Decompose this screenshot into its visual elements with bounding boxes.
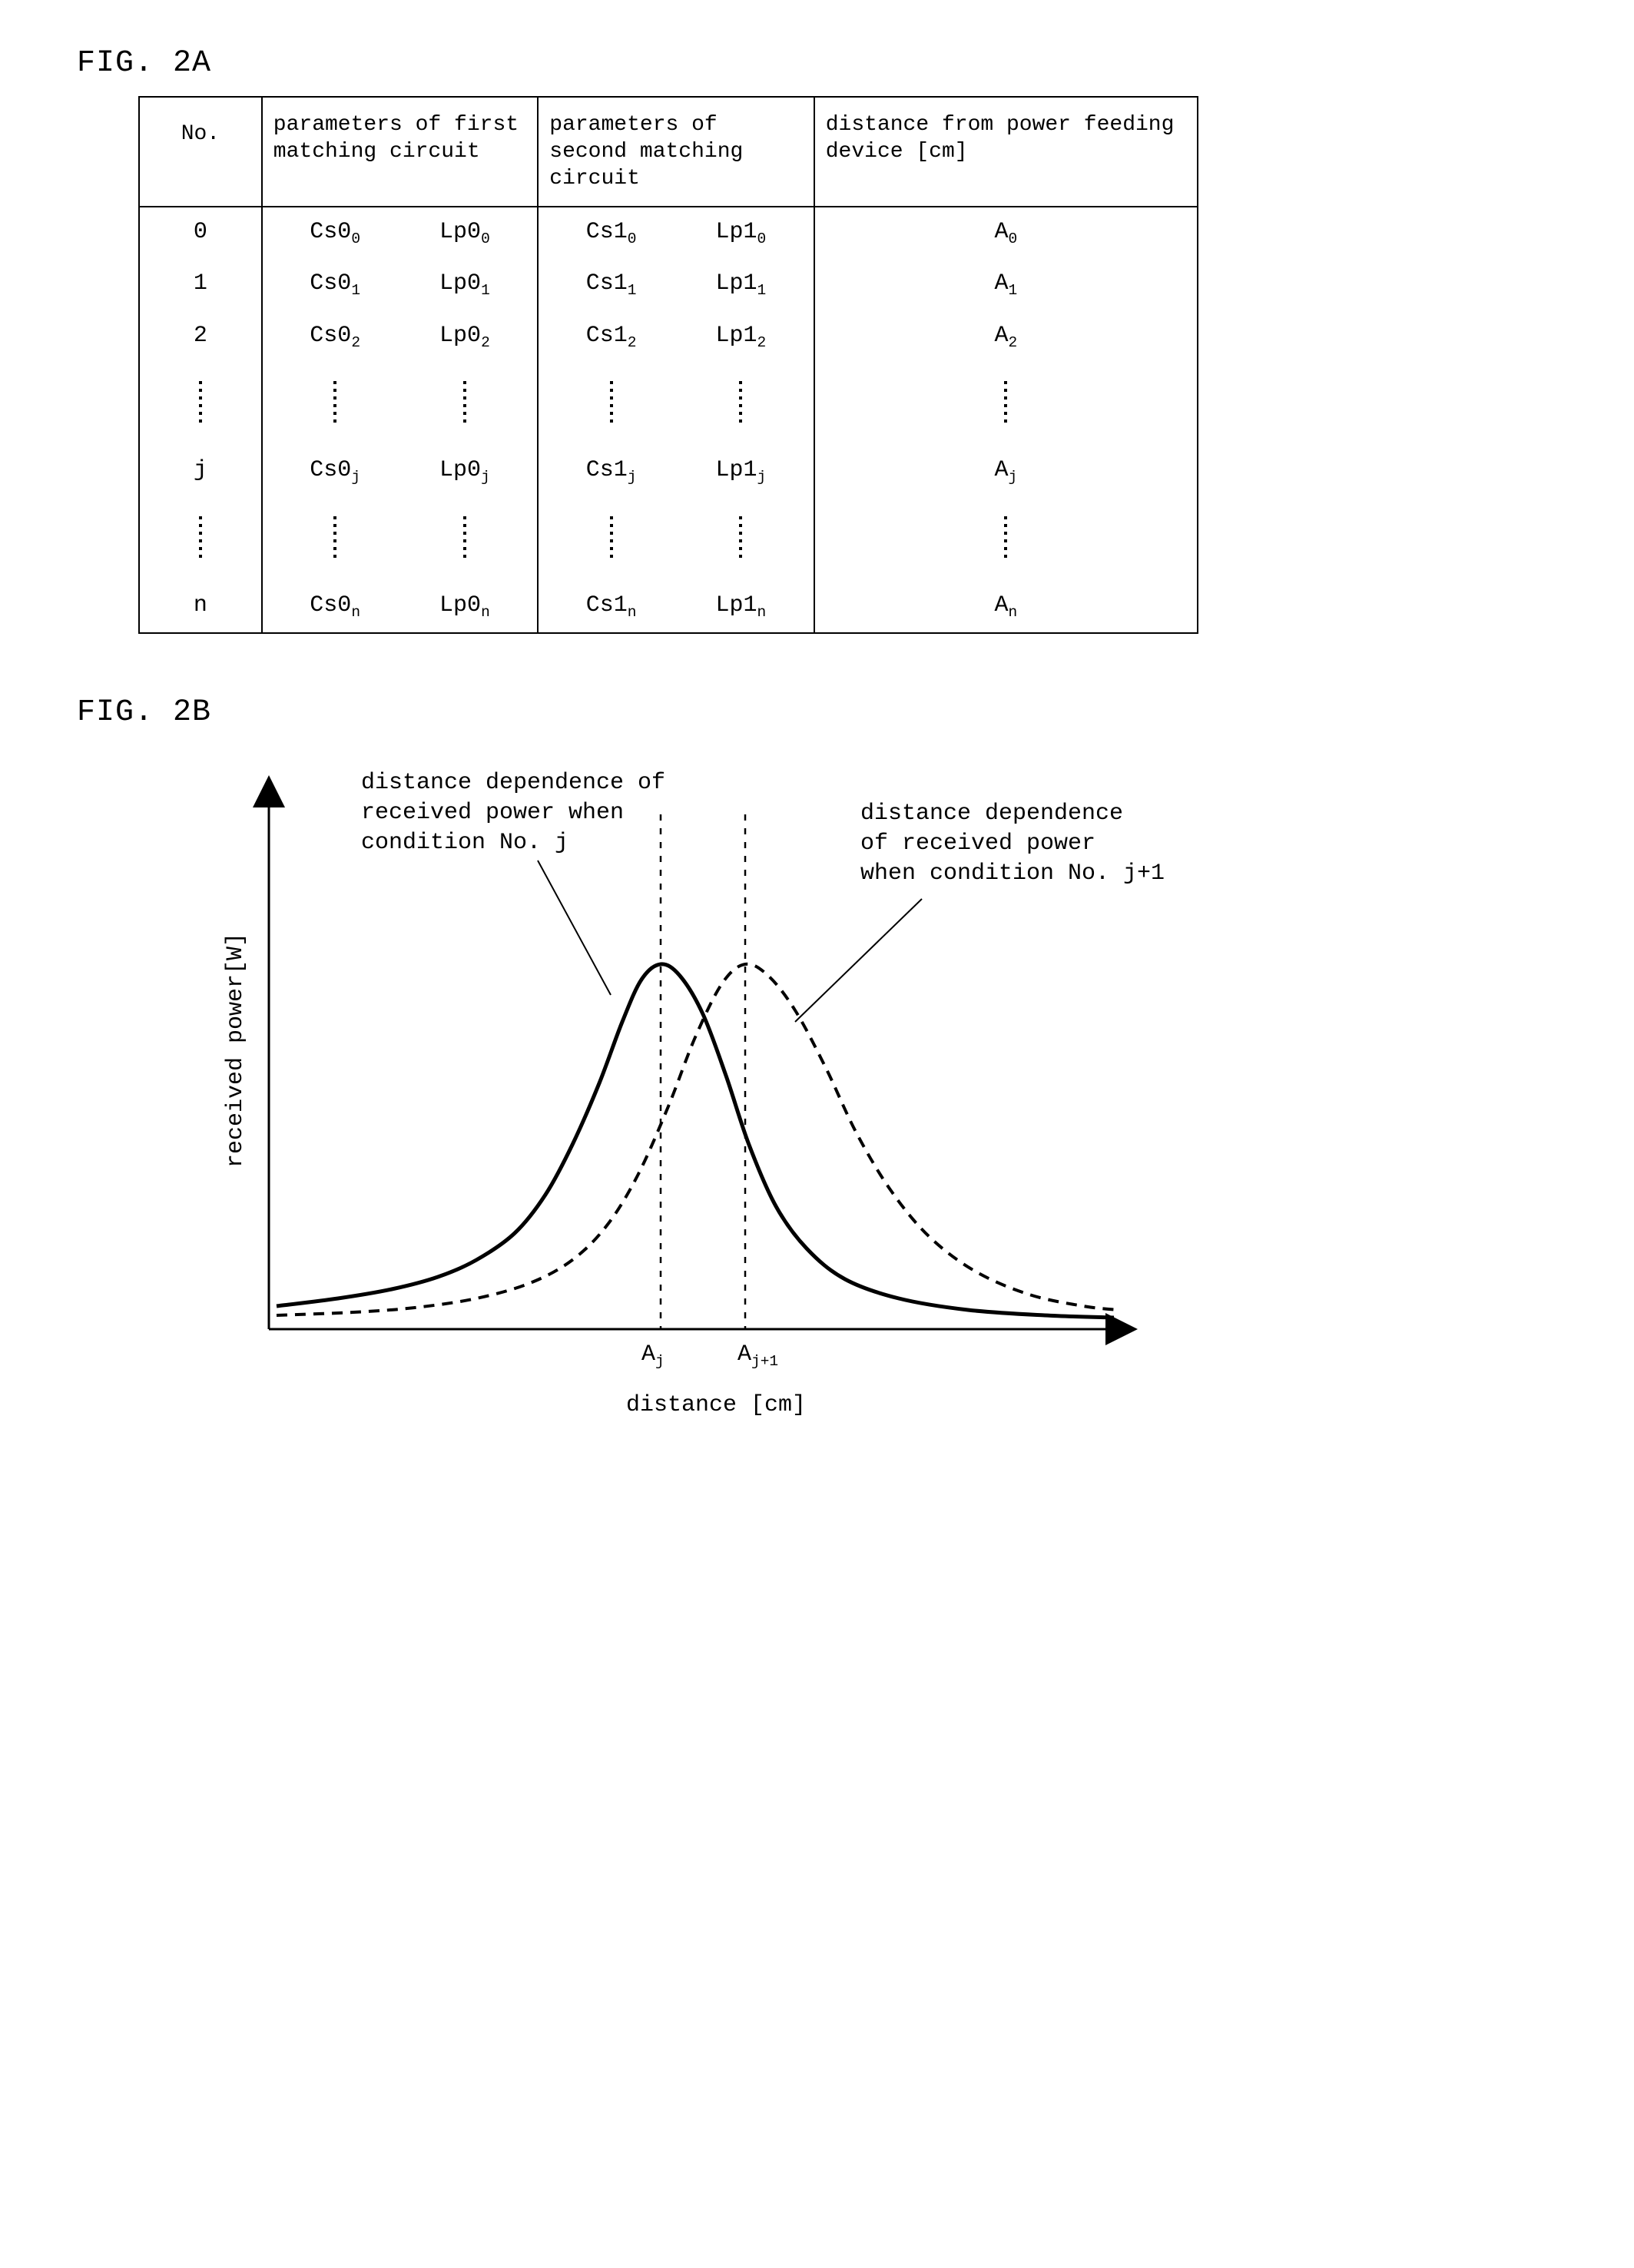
col-header-p2: parameters of second matching circuit bbox=[539, 98, 814, 206]
annotation-condition-j: distance dependence of received power wh… bbox=[361, 768, 665, 858]
cell-p1: Cs01Lp01 bbox=[263, 259, 539, 310]
table-vdots-row bbox=[140, 363, 1197, 446]
cell-no: j bbox=[140, 446, 263, 497]
y-axis-label: received power[W] bbox=[223, 933, 249, 1168]
cell-p1: Cs0jLp0j bbox=[263, 446, 539, 497]
table-row: 0Cs00Lp00Cs10Lp10A0 bbox=[140, 207, 1197, 259]
cell-p1: Cs00Lp00 bbox=[263, 207, 539, 259]
cell-p1: Cs02Lp02 bbox=[263, 311, 539, 363]
figure-2b-label: FIG. 2B bbox=[77, 695, 1557, 730]
cell-dist: A1 bbox=[815, 259, 1197, 310]
x-tick-aj1: Aj+1 bbox=[737, 1340, 778, 1371]
cell-no: 1 bbox=[140, 259, 263, 310]
cell-p2: Cs12Lp12 bbox=[539, 311, 814, 363]
table-row: 2Cs02Lp02Cs12Lp12A2 bbox=[140, 311, 1197, 363]
x-tick-aj: Aj bbox=[641, 1340, 665, 1371]
cell-dist: Aj bbox=[815, 446, 1197, 497]
parameter-table: No. parameters of first matching circuit… bbox=[138, 96, 1198, 634]
table-row: nCs0nLp0nCs1nLp1nAn bbox=[140, 581, 1197, 632]
col-header-no: No. bbox=[140, 98, 263, 206]
col-header-p1: parameters of first matching circuit bbox=[263, 98, 539, 206]
cell-p2: Cs1jLp1j bbox=[539, 446, 814, 497]
cell-p2: Cs10Lp10 bbox=[539, 207, 814, 259]
table-vdots-row bbox=[140, 498, 1197, 581]
cell-dist: A0 bbox=[815, 207, 1197, 259]
figure-2a: FIG. 2A No. parameters of first matching… bbox=[77, 46, 1557, 634]
power-distance-chart: received power[W] distance dependence of… bbox=[138, 745, 1214, 1514]
table-row: jCs0jLp0jCs1jLp1jAj bbox=[140, 446, 1197, 497]
annotation-condition-j1: distance dependence of received power wh… bbox=[860, 799, 1165, 889]
cell-p2: Cs11Lp11 bbox=[539, 259, 814, 310]
table-body: 0Cs00Lp00Cs10Lp10A01Cs01Lp01Cs11Lp11A12C… bbox=[140, 207, 1197, 632]
col-header-dist: distance from power feeding device [cm] bbox=[815, 98, 1197, 206]
cell-p1: Cs0nLp0n bbox=[263, 581, 539, 632]
figure-2b: FIG. 2B received power[W] distance depen… bbox=[77, 695, 1557, 1514]
cell-no: n bbox=[140, 581, 263, 632]
table-header-row: No. parameters of first matching circuit… bbox=[140, 98, 1197, 207]
cell-no: 0 bbox=[140, 207, 263, 259]
cell-dist: An bbox=[815, 581, 1197, 632]
table-row: 1Cs01Lp01Cs11Lp11A1 bbox=[140, 259, 1197, 310]
x-axis-label: distance [cm] bbox=[626, 1391, 806, 1421]
cell-no: 2 bbox=[140, 311, 263, 363]
cell-dist: A2 bbox=[815, 311, 1197, 363]
figure-2a-label: FIG. 2A bbox=[77, 46, 1557, 81]
cell-p2: Cs1nLp1n bbox=[539, 581, 814, 632]
